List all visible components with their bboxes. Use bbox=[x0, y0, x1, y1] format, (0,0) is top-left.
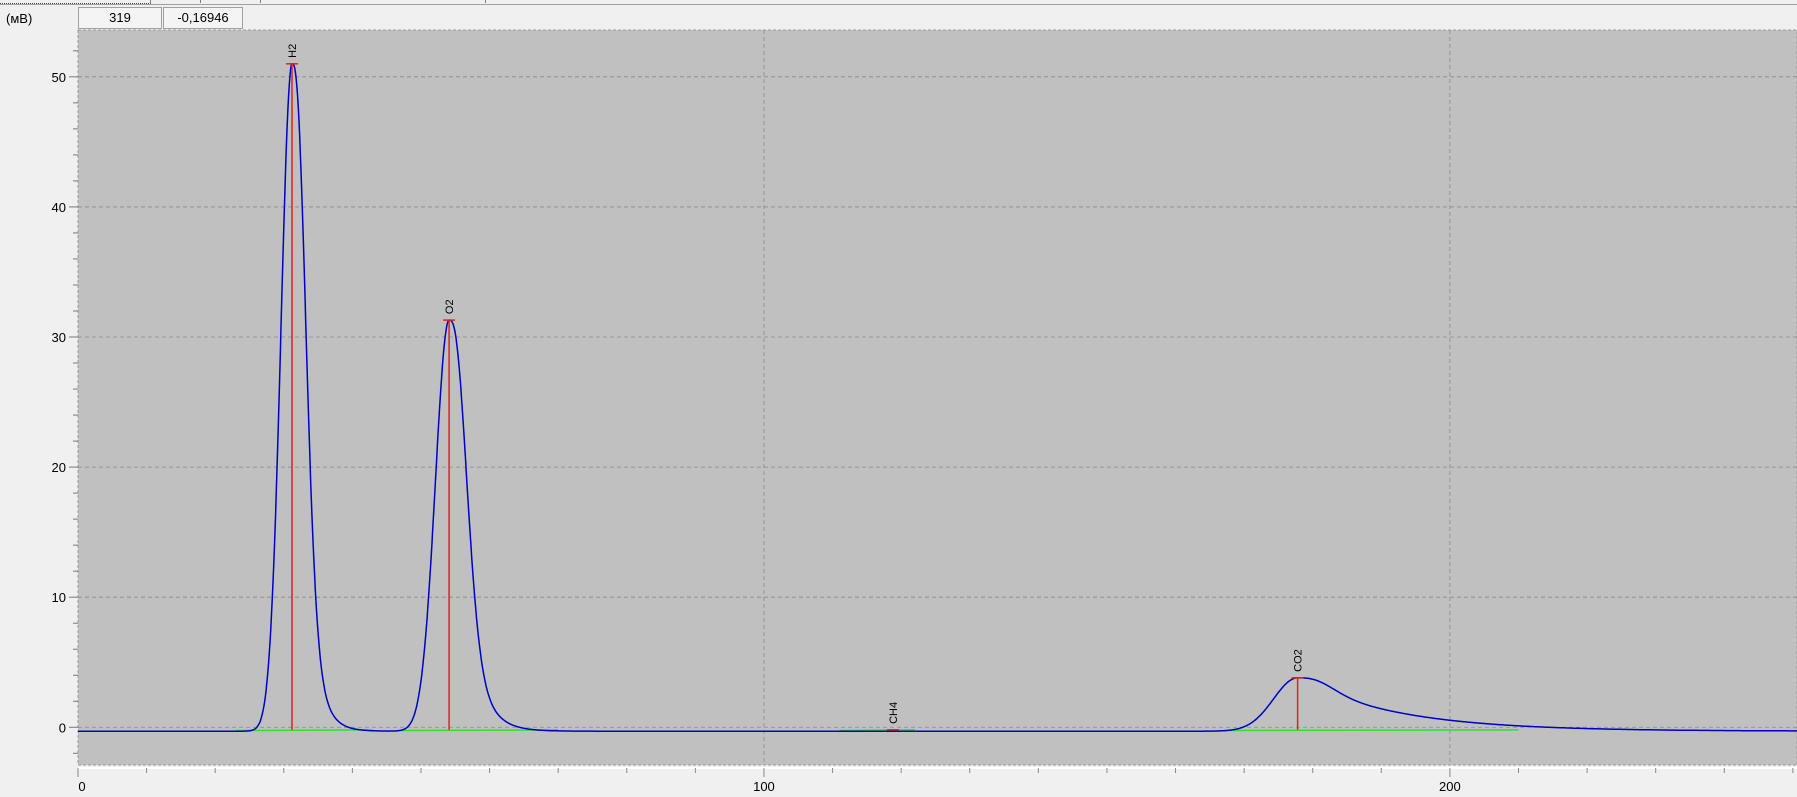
x-tick-label: 0 bbox=[78, 779, 85, 794]
x-tick-label: 100 bbox=[753, 779, 775, 794]
toolbar-segment bbox=[150, 0, 201, 3]
toolbar-segment bbox=[0, 0, 151, 4]
y-axis-unit: (мВ) bbox=[6, 11, 33, 26]
y-tick-label: 10 bbox=[52, 590, 66, 605]
y-tick-label: 0 bbox=[59, 720, 66, 735]
y-tick-label: 50 bbox=[52, 70, 66, 85]
cursor-x-readout: 319 bbox=[78, 7, 162, 29]
cursor-y-readout: -0,16946 bbox=[163, 7, 243, 29]
baseline-segment bbox=[1223, 729, 1519, 732]
signal-trace bbox=[78, 62, 1797, 732]
y-tick-label: 40 bbox=[52, 200, 66, 215]
plot-area[interactable] bbox=[77, 29, 1797, 766]
peak-label: O2 bbox=[444, 299, 456, 314]
toolbar-segment bbox=[260, 0, 486, 3]
baseline-segment bbox=[235, 729, 373, 732]
y-tick-label: 20 bbox=[52, 460, 66, 475]
y-tick-label: 30 bbox=[52, 330, 66, 345]
peak-label: H2 bbox=[287, 44, 299, 58]
peak-label: CH4 bbox=[888, 702, 900, 724]
toolbar-edge bbox=[0, 0, 1797, 5]
baseline-segment bbox=[839, 729, 915, 732]
toolbar-segment bbox=[200, 0, 261, 3]
x-tick-label: 200 bbox=[1439, 779, 1461, 794]
peak-label: CO2 bbox=[1293, 649, 1305, 672]
